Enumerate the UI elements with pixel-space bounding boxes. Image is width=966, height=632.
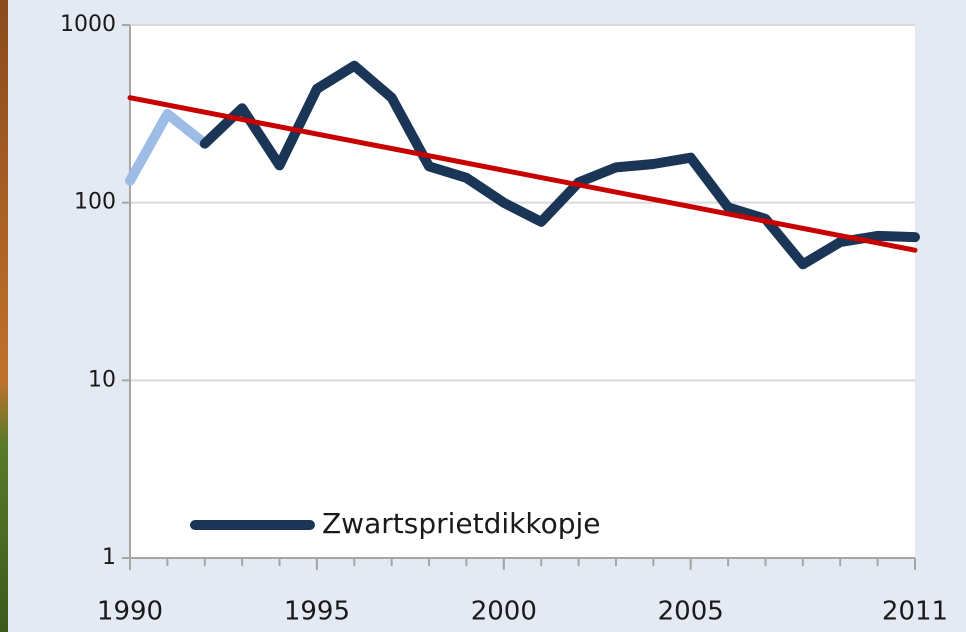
x-tick-label: 2011 bbox=[882, 597, 948, 627]
y-tick-label: 10 bbox=[88, 367, 116, 392]
legend-label: Zwartsprietdikkopje bbox=[322, 507, 600, 540]
x-tick-label: 2000 bbox=[471, 597, 537, 627]
plot-area bbox=[130, 25, 915, 558]
chart: 1 10 100 1000 1990 1995 2000 2005 2011 Zwartsprie… bbox=[0, 0, 966, 632]
x-tick-label: 2005 bbox=[658, 597, 724, 627]
photo-strip bbox=[0, 0, 8, 632]
x-tick-label: 1995 bbox=[284, 597, 350, 627]
y-tick-label: 100 bbox=[74, 190, 116, 215]
x-tick-label: 1990 bbox=[97, 597, 163, 627]
y-tick-label: 1000 bbox=[60, 12, 116, 37]
y-tick-label: 1 bbox=[102, 545, 116, 570]
